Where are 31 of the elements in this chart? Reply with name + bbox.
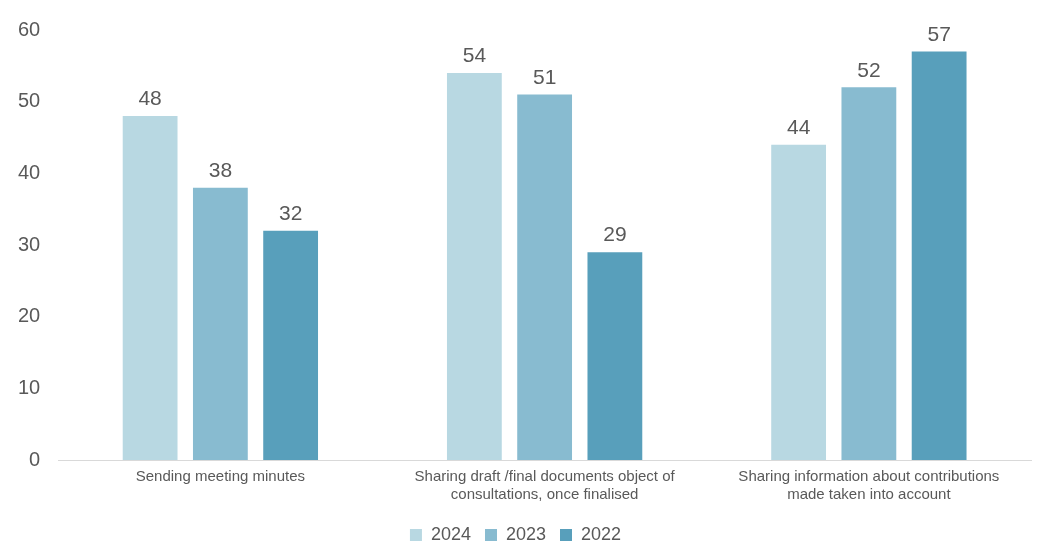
legend-label: 2022 [581,523,622,544]
bar [587,252,643,460]
y-tick-label: 40 [18,160,41,183]
data-label: 51 [532,64,557,88]
legend-label: 2024 [430,523,471,544]
bar [841,87,897,460]
data-label: 44 [786,114,811,138]
x-tick-label: Sharing information about contributions made taken into account [738,467,1000,503]
bar [517,94,573,460]
data-label: 54 [462,43,487,67]
data-label: 38 [208,157,233,181]
y-tick-label: 50 [18,89,41,112]
y-tick-label: 60 [18,17,41,40]
data-label: 52 [857,57,881,81]
data-label: 57 [927,21,951,45]
y-tick-label: 0 [29,447,41,470]
y-tick-label: 20 [18,304,41,327]
bar [911,51,967,460]
bar [771,144,827,460]
legend-label: 2023 [505,523,547,544]
bar [192,187,248,460]
y-tick-label: 30 [18,232,41,255]
y-tick-label: 10 [18,375,41,398]
data-label: 29 [603,222,627,246]
bar [446,73,502,460]
bar [263,230,319,460]
data-label: 32 [278,200,303,224]
x-tick-label: Sending meeting minutes [135,467,306,485]
x-tick-label: Sharing draft /final documents object of consultations, once finalised [414,467,676,503]
data-label: 48 [138,86,162,110]
bar [122,116,178,460]
